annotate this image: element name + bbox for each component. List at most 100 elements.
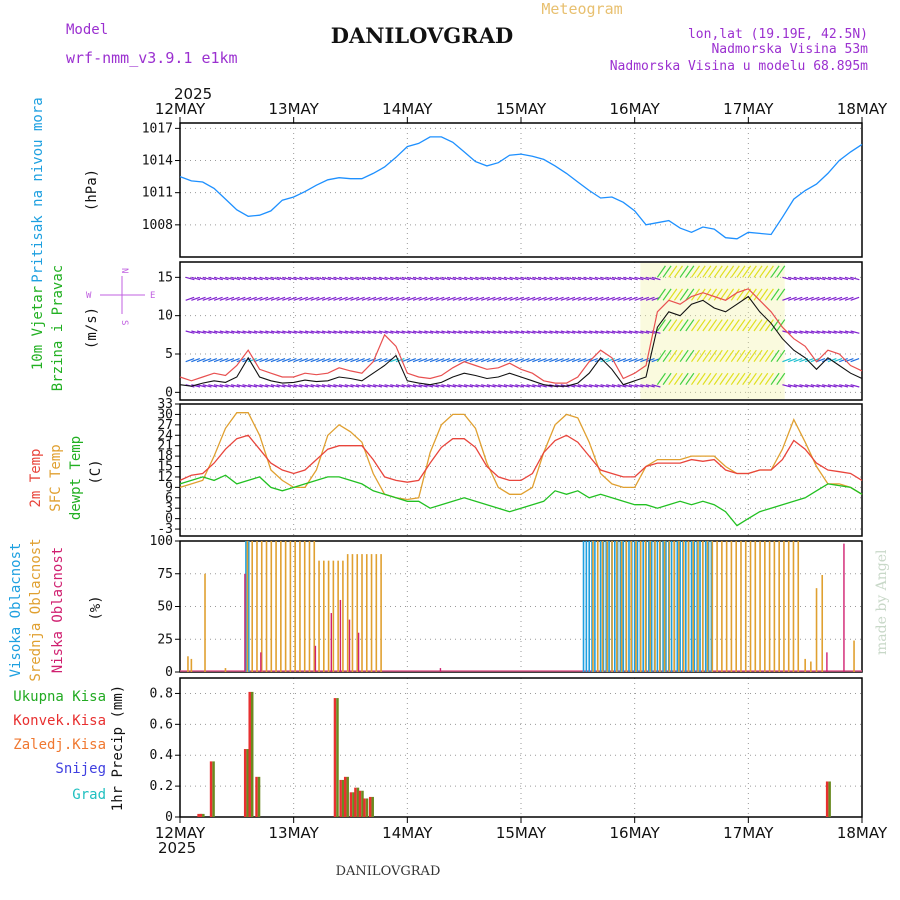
panel-frame	[179, 677, 863, 818]
y-tick-label: 1014	[142, 154, 173, 169]
panel-frame	[179, 403, 863, 537]
wind-barb	[225, 276, 235, 281]
wind-ylabel-1: 10m Vjetar	[30, 286, 46, 370]
wind-barb	[532, 276, 542, 281]
credit: made by Angel	[874, 549, 890, 655]
wind-barb	[452, 276, 462, 281]
wind-barb	[594, 384, 604, 388]
wind-barb	[230, 276, 240, 281]
wind-barb	[407, 296, 416, 301]
wind-barb	[515, 296, 524, 301]
wind-barb	[623, 358, 632, 363]
date-label-top: 18MAY	[837, 100, 888, 118]
wind-barb	[361, 276, 371, 281]
wind-barb	[611, 384, 621, 388]
wind-barb	[713, 265, 723, 278]
wind-barb	[213, 358, 223, 363]
wind-barb	[225, 358, 235, 363]
precip-bar-total	[346, 776, 349, 817]
wind-barb	[617, 384, 627, 388]
wind-barb	[327, 384, 337, 388]
y-tick-label: 0.6	[150, 717, 173, 732]
wind-barb	[600, 276, 610, 281]
temp-ylabel-dewpt: dewpt Temp	[68, 436, 84, 520]
wind-barb	[333, 384, 343, 388]
wind-barb	[583, 296, 593, 301]
wind-barb	[242, 276, 252, 281]
cloud-ylabel-mid: Srednja Oblacnost	[28, 538, 44, 681]
lonlat-label: lon,lat (19.19E, 42.5N)	[688, 27, 868, 42]
wind-barb	[560, 330, 570, 334]
wind-barb	[509, 276, 519, 281]
wind-barb	[651, 384, 661, 388]
wind-barb	[719, 372, 729, 386]
wind-barb	[509, 358, 519, 363]
wind-barb	[691, 265, 701, 278]
wind-barb	[634, 384, 644, 388]
wind-barb	[304, 296, 314, 301]
wind-barb	[412, 384, 422, 388]
wind-barb	[742, 265, 752, 278]
wind-barb	[640, 276, 650, 281]
wind-barb	[213, 330, 223, 334]
wind-barb	[696, 319, 706, 332]
wind-barb	[316, 296, 326, 301]
temp-unit: (C)	[88, 459, 104, 484]
wind-barb	[196, 384, 206, 388]
wind-barb	[276, 384, 286, 388]
temp-ylabel-2m: 2m Temp	[28, 448, 44, 507]
wind-barb	[822, 384, 832, 388]
wind-barb	[282, 358, 291, 363]
wind-barb	[730, 319, 740, 332]
panel-frame	[179, 122, 863, 258]
precip-legend-item: Grad	[72, 787, 106, 803]
wind-barb	[270, 330, 280, 334]
wind-barb	[656, 319, 666, 332]
wind-barb	[793, 296, 803, 301]
wind-barb	[429, 330, 439, 334]
wind-barb	[248, 276, 258, 281]
y-tick-label: 25	[157, 632, 173, 647]
y-tick-label: 0	[165, 385, 173, 400]
wind-barb	[730, 265, 740, 278]
wind-barb	[577, 358, 587, 363]
wind-barb	[764, 319, 774, 332]
wind-barb	[719, 265, 729, 278]
wind-barb	[287, 358, 297, 363]
wind-barb	[390, 296, 399, 301]
wind-barb	[520, 276, 530, 281]
wind-barb	[816, 276, 826, 281]
wind-barb	[327, 296, 337, 301]
temp-ylabel-sfc: SFC Temp	[48, 444, 64, 511]
wind-barb	[373, 296, 382, 301]
wind-barb	[208, 330, 218, 334]
wind-barb	[685, 288, 695, 301]
wind-barb	[810, 330, 820, 334]
wind-barb	[384, 384, 394, 388]
wind-barb	[464, 330, 474, 334]
wind-barb	[844, 276, 854, 281]
wind-barb	[464, 276, 474, 281]
wind-barb	[418, 296, 428, 301]
wind-barb	[475, 296, 485, 301]
y-tick-label: 5	[165, 347, 173, 362]
wind-barb	[270, 358, 280, 363]
wind-barb	[191, 330, 201, 334]
wind-barb	[498, 276, 508, 281]
wind-barb	[594, 330, 604, 334]
wind-barb	[549, 276, 559, 281]
wind-barb	[634, 296, 644, 301]
wind-barb	[373, 330, 383, 334]
wind-barb	[196, 330, 206, 334]
wind-barb	[730, 349, 740, 363]
wind-barb	[282, 384, 292, 388]
wind-barb	[685, 319, 695, 332]
wind-barb	[753, 372, 763, 386]
wind-barb	[469, 358, 479, 363]
wind-barb	[265, 358, 274, 363]
wind-barb	[839, 330, 849, 334]
wind-barb	[259, 276, 269, 281]
wind-barb	[673, 349, 683, 363]
wind-barb	[270, 384, 280, 388]
